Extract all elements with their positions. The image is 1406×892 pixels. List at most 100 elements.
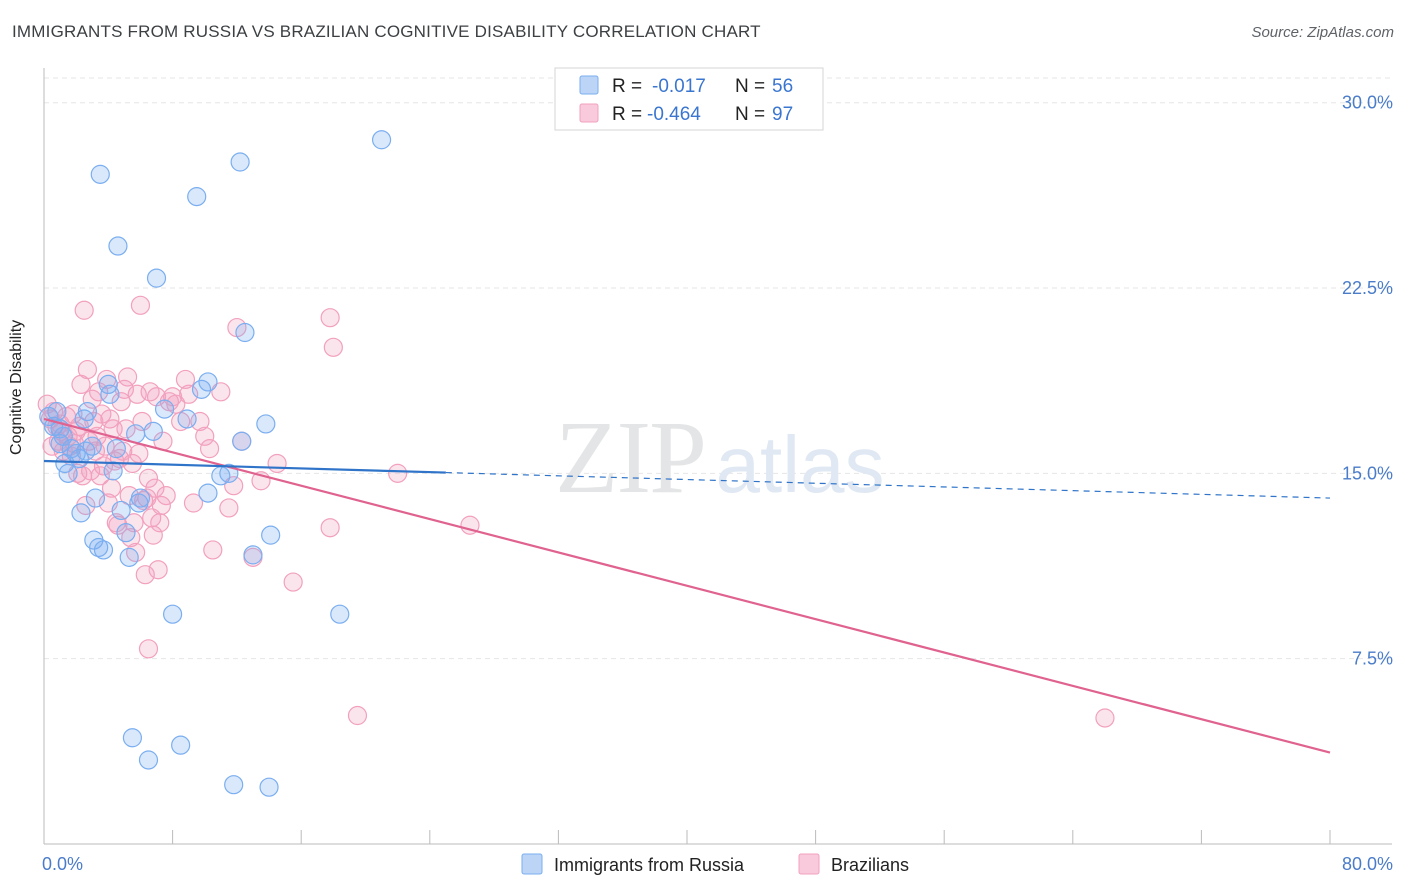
bottom-legend: Immigrants from Russia Brazilians — [521, 853, 909, 875]
data-point-brazilians — [135, 565, 155, 585]
data-point-russia — [116, 523, 136, 543]
data-point-russia — [90, 164, 110, 184]
data-point-brazilians — [203, 540, 223, 560]
axes — [43, 68, 1392, 845]
trend-line-russia-solid — [43, 459, 446, 474]
data-point-russia — [256, 414, 276, 434]
data-point-russia — [47, 401, 67, 422]
data-point-russia — [230, 152, 250, 172]
x-tick-label-max: 80.0% — [1342, 854, 1393, 874]
stats-n-value-brazil: 97 — [772, 104, 793, 125]
data-point-brazilians — [101, 478, 122, 498]
data-point-russia — [82, 436, 102, 456]
data-point-brazilians — [183, 493, 204, 513]
legend-label-russia: Immigrants from Russia — [554, 855, 745, 875]
trend-line-russia-dashed — [445, 471, 1331, 499]
stats-n-label-russia: N = — [735, 76, 765, 97]
stats-swatch-brazil — [579, 103, 599, 123]
data-point-brazilians — [126, 542, 146, 563]
legend-swatch-russia — [521, 853, 543, 875]
data-point-brazilians — [156, 485, 176, 506]
stats-r-value-russia: -0.017 — [652, 76, 706, 97]
stats-swatch-russia — [579, 75, 599, 95]
data-point-brazilians — [175, 369, 196, 390]
data-point-brazilians — [117, 367, 138, 387]
data-point-brazilians — [130, 295, 151, 315]
data-point-brazilians — [151, 495, 171, 516]
data-point-brazilians — [219, 498, 239, 518]
data-point-russia — [98, 374, 118, 394]
watermark-atlas: atlas — [716, 420, 885, 509]
data-point-brazilians — [77, 359, 98, 380]
data-point-brazilians — [179, 384, 199, 404]
stats-n-label-brazil: N = — [735, 104, 765, 125]
y-tick-label: 7.5% — [1352, 649, 1393, 669]
data-point-russia — [371, 130, 392, 150]
data-point-brazilians — [211, 382, 231, 402]
data-point-russia — [111, 500, 131, 521]
legend-swatch-brazil — [798, 853, 820, 875]
data-point-brazilians — [347, 705, 368, 726]
data-point-russia — [130, 488, 151, 508]
trend-lines — [43, 417, 1331, 754]
data-point-russia — [191, 379, 212, 399]
data-point-brazilians — [138, 639, 159, 659]
data-point-brazilians — [129, 443, 149, 464]
data-point-russia — [122, 728, 143, 748]
data-point-russia — [106, 439, 126, 459]
stats-r-value-brazil: -0.464 — [647, 104, 701, 125]
data-point-russia — [171, 735, 191, 755]
data-point-brazilians — [145, 478, 165, 498]
data-point-russia — [85, 488, 106, 508]
data-point-russia — [198, 483, 218, 503]
data-point-brazilians — [323, 337, 343, 357]
data-point-brazilians — [37, 394, 57, 414]
stats-legend: R = -0.017 N = 56 R = -0.464 N = 97 — [554, 67, 824, 131]
y-tick-label: 15.0% — [1342, 463, 1393, 483]
watermark-zip: ZIP — [555, 400, 705, 515]
data-point-brazilians — [320, 308, 340, 328]
data-point-brazilians — [143, 525, 163, 545]
x-tick-label-min: 0.0% — [42, 854, 83, 874]
data-point-brazilians — [116, 419, 136, 439]
legend-label-brazil: Brazilians — [831, 855, 909, 875]
data-point-brazilians — [93, 456, 114, 476]
data-point-brazilians — [224, 476, 244, 496]
data-point-russia — [143, 421, 163, 441]
data-point-brazilians — [74, 300, 94, 320]
data-point-brazilians — [140, 382, 160, 402]
series-brazilians — [37, 295, 1115, 728]
data-point-russia — [177, 409, 197, 429]
data-point-brazilians — [267, 453, 287, 474]
data-point-russia — [100, 384, 120, 404]
data-point-russia — [232, 431, 252, 451]
stats-n-value-russia: 56 — [772, 76, 793, 97]
data-point-russia — [77, 401, 98, 422]
data-point-brazilians — [124, 513, 144, 533]
data-point-russia — [154, 399, 175, 419]
data-point-russia — [76, 441, 96, 461]
stats-r-label-russia: R = — [612, 76, 642, 97]
data-point-russia — [138, 750, 159, 770]
data-point-brazilians — [195, 426, 215, 446]
data-point-russia — [146, 268, 167, 288]
data-point-russia — [93, 540, 114, 560]
trend-line-brazilians — [43, 417, 1331, 754]
data-point-russia — [261, 525, 281, 545]
data-point-brazilians — [150, 513, 170, 533]
data-point-brazilians — [1095, 708, 1115, 728]
data-point-russia — [103, 461, 123, 481]
y-tick-label: 22.5% — [1342, 278, 1393, 298]
watermark: ZIP atlas — [555, 400, 884, 515]
tick-labels: 7.5% 15.0% 22.5% 30.0% 0.0% 80.0% — [42, 93, 1393, 874]
source-label: Source: ZipAtlas.com — [1251, 24, 1394, 41]
data-point-russia — [58, 463, 78, 483]
data-point-russia — [259, 777, 279, 797]
data-point-russia — [163, 604, 183, 624]
data-point-russia — [330, 604, 350, 624]
data-point-russia — [187, 187, 207, 207]
data-point-brazilians — [388, 463, 408, 483]
data-point-brazilians — [199, 439, 220, 459]
data-point-russia — [71, 503, 91, 523]
